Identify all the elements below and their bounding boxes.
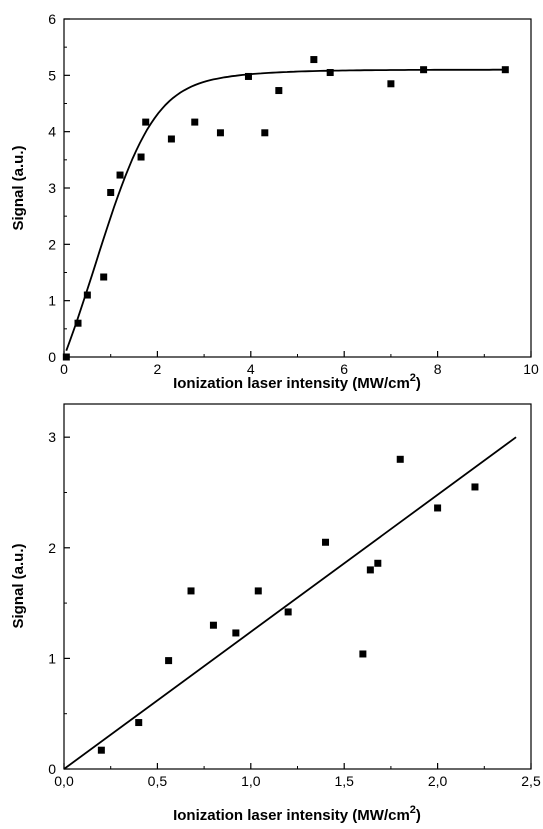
y-tick-label: 2 xyxy=(48,540,56,556)
x-tick-label: 10 xyxy=(523,361,539,377)
data-point xyxy=(165,657,172,664)
x-tick-label: 2 xyxy=(154,361,162,377)
y-axis-label-bottom: Signal (a.u.) xyxy=(10,543,27,628)
data-point xyxy=(387,80,394,87)
y-ticks-top: 0 1 2 3 4 5 6 xyxy=(48,11,70,365)
y-ticks-bottom: 0 1 2 3 xyxy=(48,429,70,777)
data-point xyxy=(84,292,91,299)
data-point xyxy=(261,129,268,136)
data-point xyxy=(420,66,427,73)
fit-curve-top xyxy=(66,70,507,351)
data-point xyxy=(275,87,282,94)
y-tick-label: 0 xyxy=(48,349,56,365)
x-axis-label-bottom: Ionization laser intensity (MW/cm2) xyxy=(173,804,421,824)
data-point xyxy=(502,66,509,73)
data-point xyxy=(217,129,224,136)
data-point xyxy=(117,172,124,179)
y-tick-label: 1 xyxy=(48,293,56,309)
data-point xyxy=(188,587,195,594)
plot-frame-bottom xyxy=(64,404,531,769)
y-tick-label: 4 xyxy=(48,124,56,140)
x-ticks-top: 0246810 xyxy=(60,351,539,377)
data-point xyxy=(285,608,292,615)
data-point xyxy=(142,119,149,126)
data-point xyxy=(471,483,478,490)
data-point xyxy=(75,320,82,327)
data-point xyxy=(135,719,142,726)
y-tick-label: 5 xyxy=(48,67,56,83)
data-point xyxy=(168,135,175,142)
data-point xyxy=(255,587,262,594)
x-ticks-bottom: 0,0 0,5 1,0 1,5 2,0 2,5 xyxy=(54,763,541,789)
y-tick-label: 3 xyxy=(48,429,56,445)
x-tick-label: 1,5 xyxy=(334,773,354,789)
chart-bottom: 0,0 0,5 1,0 1,5 2,0 2,5 0 1 2 3 Ionization laser… xyxy=(10,404,541,824)
data-point xyxy=(327,69,334,76)
data-point xyxy=(359,650,366,657)
x-tick-label: 8 xyxy=(434,361,442,377)
x-tick-label: 2,0 xyxy=(428,773,448,789)
x-tick-label: 1,0 xyxy=(241,773,261,789)
data-point xyxy=(138,154,145,161)
data-point xyxy=(210,622,217,629)
chart-top: 0246810 0123456 Ionization laser intensi… xyxy=(10,11,539,392)
data-point xyxy=(397,456,404,463)
data-points-top xyxy=(63,56,509,360)
data-point xyxy=(310,56,317,63)
x-tick-label: 0,0 xyxy=(54,773,74,789)
y-tick-label: 2 xyxy=(48,236,56,252)
data-point xyxy=(434,504,441,511)
data-point xyxy=(100,274,107,281)
data-point xyxy=(63,354,70,361)
y-tick-label: 1 xyxy=(48,650,56,666)
x-tick-label: 0 xyxy=(60,361,68,377)
x-axis-label-top: Ionization laser intensity (MW/cm2) xyxy=(173,372,421,392)
x-tick-label: 0,5 xyxy=(148,773,168,789)
data-point xyxy=(245,73,252,80)
data-point xyxy=(107,189,114,196)
fit-line-bottom xyxy=(64,437,516,769)
y-tick-label: 0 xyxy=(48,761,56,777)
x-tick-label: 2,5 xyxy=(521,773,541,789)
data-point xyxy=(367,566,374,573)
data-point xyxy=(322,539,329,546)
data-point xyxy=(191,119,198,126)
data-point xyxy=(374,560,381,567)
y-axis-label-top: Signal (a.u.) xyxy=(10,145,27,230)
y-tick-label: 3 xyxy=(48,180,56,196)
y-tick-label: 6 xyxy=(48,11,56,27)
data-point xyxy=(98,747,105,754)
data-point xyxy=(232,629,239,636)
